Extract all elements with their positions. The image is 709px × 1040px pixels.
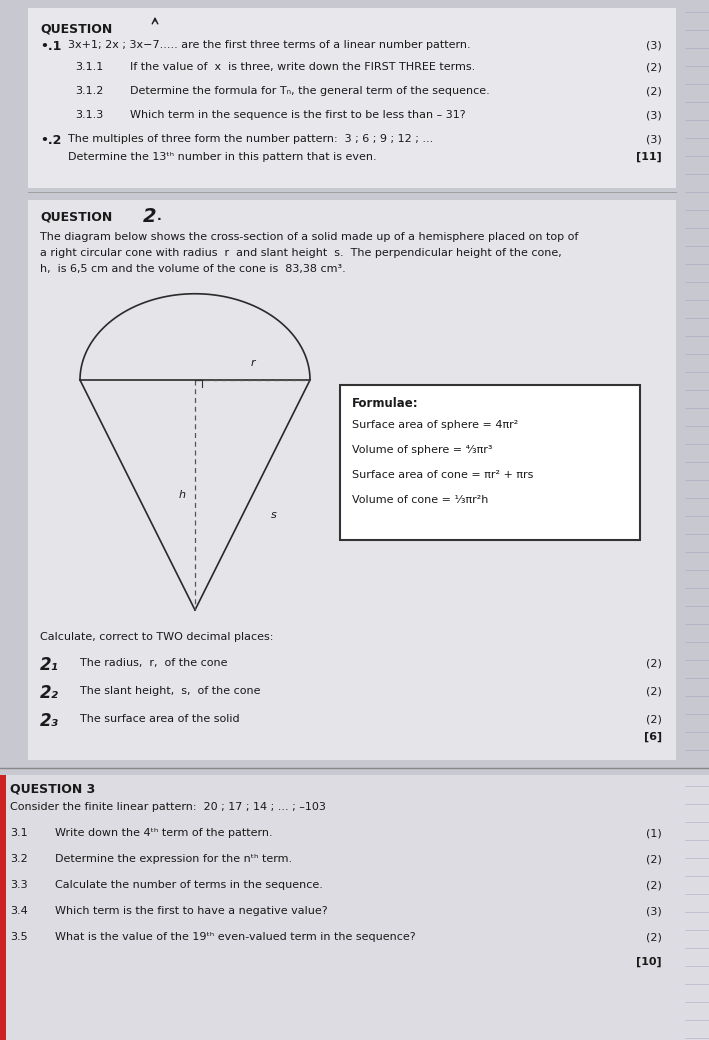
- Text: 3.1.3: 3.1.3: [75, 110, 104, 120]
- Text: 2₁: 2₁: [40, 656, 59, 674]
- Text: (2): (2): [646, 86, 662, 96]
- Text: h: h: [179, 490, 186, 500]
- Text: Which term is the first to have a negative value?: Which term is the first to have a negati…: [55, 906, 328, 916]
- Text: The radius,  r,  of the cone: The radius, r, of the cone: [80, 658, 228, 668]
- Text: a right circular cone with radius  r  and slant height  s.  The perpendicular he: a right circular cone with radius r and …: [40, 248, 562, 258]
- Text: 3.1.2: 3.1.2: [75, 86, 104, 96]
- Text: •.1: •.1: [40, 40, 62, 53]
- Bar: [28, 8, 676, 188]
- Bar: [0, 775, 6, 1040]
- Text: What is the value of the 19ᵗʰ even-valued term in the sequence?: What is the value of the 19ᵗʰ even-value…: [55, 932, 415, 942]
- Text: Volume of sphere = ⁴⁄₃πr³: Volume of sphere = ⁴⁄₃πr³: [352, 445, 493, 456]
- Text: (2): (2): [646, 686, 662, 696]
- Text: [10]: [10]: [637, 957, 662, 967]
- Text: The surface area of the solid: The surface area of the solid: [80, 714, 240, 724]
- Text: (3): (3): [646, 134, 662, 144]
- Text: Determine the expression for the nᵗʰ term.: Determine the expression for the nᵗʰ ter…: [55, 854, 292, 864]
- Text: Surface area of cone = πr² + πrs: Surface area of cone = πr² + πrs: [352, 470, 533, 480]
- Text: (1): (1): [646, 828, 662, 838]
- Text: (3): (3): [646, 110, 662, 120]
- Text: 3.3: 3.3: [10, 880, 28, 890]
- Text: Determine the formula for Tₙ, the general term of the sequence.: Determine the formula for Tₙ, the genera…: [130, 86, 490, 96]
- Text: .: .: [157, 210, 162, 223]
- Text: Volume of cone = ¹⁄₃πr²h: Volume of cone = ¹⁄₃πr²h: [352, 495, 489, 505]
- Text: (2): (2): [646, 880, 662, 890]
- Text: 2₃: 2₃: [40, 712, 59, 730]
- Text: r: r: [250, 358, 255, 368]
- Text: 3.1: 3.1: [10, 828, 28, 838]
- Text: •.2: •.2: [40, 134, 62, 147]
- Text: (3): (3): [646, 40, 662, 50]
- Text: Write down the 4ᵗʰ term of the pattern.: Write down the 4ᵗʰ term of the pattern.: [55, 828, 273, 838]
- Text: Consider the finite linear pattern:  20 ; 17 ; 14 ; ... ; –103: Consider the finite linear pattern: 20 ;…: [10, 802, 326, 812]
- Text: Determine the 13ᵗʰ number in this pattern that is even.: Determine the 13ᵗʰ number in this patter…: [68, 152, 376, 162]
- Bar: [340, 385, 640, 540]
- Text: The slant height,  s,  of the cone: The slant height, s, of the cone: [80, 686, 260, 696]
- Text: Which term in the sequence is the first to be less than – 31?: Which term in the sequence is the first …: [130, 110, 466, 120]
- Text: (2): (2): [646, 932, 662, 942]
- Text: [11]: [11]: [636, 152, 662, 162]
- Text: 3.5: 3.5: [10, 932, 28, 942]
- Text: 3.1.1: 3.1.1: [75, 62, 104, 72]
- Text: QUESTION 3: QUESTION 3: [10, 782, 95, 795]
- Text: Calculate the number of terms in the sequence.: Calculate the number of terms in the seq…: [55, 880, 323, 890]
- Text: Formulae:: Formulae:: [352, 397, 418, 410]
- Text: h,  is 6,5 cm and the volume of the cone is  83,38 cm³.: h, is 6,5 cm and the volume of the cone …: [40, 264, 346, 274]
- Bar: [0, 775, 709, 1040]
- Text: 3.4: 3.4: [10, 906, 28, 916]
- Text: QUESTION: QUESTION: [40, 22, 112, 35]
- Text: If the value of  x  is three, write down the FIRST THREE terms.: If the value of x is three, write down t…: [130, 62, 475, 72]
- Text: (2): (2): [646, 658, 662, 668]
- Text: 3.2: 3.2: [10, 854, 28, 864]
- Text: Surface area of sphere = 4πr²: Surface area of sphere = 4πr²: [352, 420, 518, 430]
- Text: [6]: [6]: [644, 732, 662, 743]
- Text: 2: 2: [143, 207, 157, 226]
- Text: 2₂: 2₂: [40, 684, 59, 702]
- Text: 3x+1; 2x ; 3x−7..... are the first three terms of a linear number pattern.: 3x+1; 2x ; 3x−7..... are the first three…: [68, 40, 471, 50]
- Text: Calculate, correct to TWO decimal places:: Calculate, correct to TWO decimal places…: [40, 632, 274, 642]
- Text: (2): (2): [646, 714, 662, 724]
- Text: (3): (3): [646, 906, 662, 916]
- Text: s: s: [271, 510, 277, 520]
- Bar: [28, 200, 676, 760]
- Text: The diagram below shows the cross-section of a solid made up of a hemisphere pla: The diagram below shows the cross-sectio…: [40, 232, 579, 242]
- Text: (2): (2): [646, 62, 662, 72]
- Text: The multiples of three form the number pattern:  3 ; 6 ; 9 ; 12 ; ...: The multiples of three form the number p…: [68, 134, 433, 144]
- Text: (2): (2): [646, 854, 662, 864]
- Text: QUESTION: QUESTION: [40, 210, 112, 223]
